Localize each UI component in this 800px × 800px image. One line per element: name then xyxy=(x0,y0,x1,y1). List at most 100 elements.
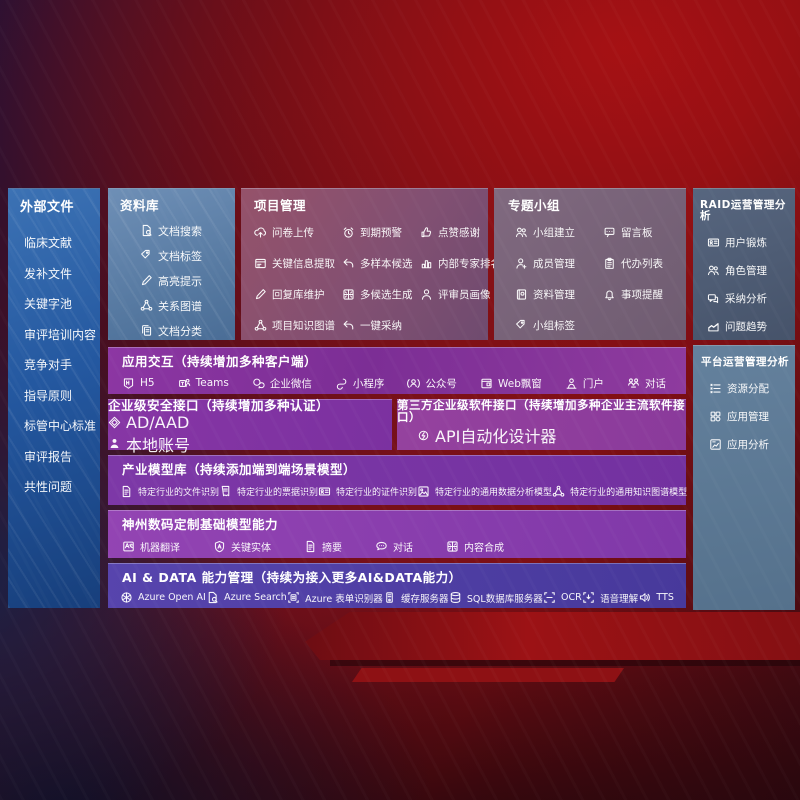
compose-icon xyxy=(447,540,458,552)
client-channel: 对话 xyxy=(627,376,666,391)
feature-label: 小组建立 xyxy=(533,226,575,239)
repository-feature: 文档搜索 xyxy=(140,223,235,239)
thumb-icon xyxy=(421,226,432,237)
feature-label: 审评培训内容 xyxy=(24,327,97,342)
user-solid-icon xyxy=(110,438,119,449)
people-icon xyxy=(707,265,719,276)
network-icon xyxy=(254,319,267,331)
project-feature: 关键信息提取 xyxy=(254,256,342,271)
tts-icon xyxy=(640,593,651,602)
feature-label: 关键字池 xyxy=(24,297,73,311)
feature-label: 高亮提示 xyxy=(158,274,202,288)
raid-feature: 采纳分析 xyxy=(707,291,795,306)
speech-icon xyxy=(583,592,594,603)
apps-icon xyxy=(710,411,721,421)
repository-feature: 高亮提示 xyxy=(140,273,235,289)
base-models-row: 神州数码定制基础模型能力 机器翻译 关键实体 摘要 对话 内容合成 xyxy=(108,510,686,558)
tag-icon xyxy=(516,319,525,328)
project-feature: 多候选生成 xyxy=(342,287,420,302)
project-feature: 内部专家排名 xyxy=(420,256,501,271)
form-icon xyxy=(288,592,299,603)
monitor-stand-highlight xyxy=(305,612,800,660)
row-title: AI & DATA 能力管理（持续为接入更多AI&DATA能力） xyxy=(122,570,462,585)
feature-label: 特定行业的票据识别 xyxy=(237,487,319,498)
external-file-item: 临床文献 xyxy=(24,234,100,251)
feature-label: 临床文献 xyxy=(24,236,73,250)
row-title: 产业模型库（持续添加端到端场景模型） xyxy=(122,462,357,477)
h5-icon xyxy=(123,377,134,389)
third-party-interface-row: 第三方企业级软件接口（持续增加多种企业主流软件接口） API自动化设计器 xyxy=(397,399,686,450)
project-feature: 点赞感谢 xyxy=(420,225,501,240)
cache-icon xyxy=(386,592,393,603)
raid-analysis-panel: RAID运营管理分析 用户锻炼 角色管理 采纳分析 问题趋势 xyxy=(693,188,795,340)
ai-data-row: AI & DATA 能力管理（持续为接入更多AI&DATA能力） Azure O… xyxy=(108,563,686,608)
feature-label: OCR xyxy=(561,592,582,603)
feature-label: H5 xyxy=(140,377,155,389)
feature-label: 用户锻炼 xyxy=(725,237,767,249)
feature-label: 到期预警 xyxy=(360,226,402,239)
person-add-icon xyxy=(516,257,527,269)
id-card-icon xyxy=(318,487,331,495)
project-feature: 多样本候选 xyxy=(342,256,420,271)
project-feature: 评审员画像 xyxy=(420,287,501,302)
portal-icon xyxy=(566,377,577,389)
rank-icon xyxy=(421,259,432,268)
feature-label: 多候选生成 xyxy=(360,288,413,301)
repository-feature: 文档标签 xyxy=(140,248,235,264)
client-channel: 企业微信 xyxy=(252,376,312,391)
raid-feature: 问题趋势 xyxy=(707,319,795,334)
external-file-item: 审评培训内容 xyxy=(24,326,100,343)
feature-label: Web飘窗 xyxy=(497,377,542,390)
group-feature: 小组建立 xyxy=(515,225,603,240)
panel-title: 专题小组 xyxy=(508,198,561,213)
feature-label: 问卷上传 xyxy=(272,226,314,239)
feature-label: 特定行业的文件识别 xyxy=(138,487,220,498)
pencil-icon xyxy=(141,275,152,286)
external-files-panel: 外部文件 临床文献 发补文件 关键字池 审评培训内容 竞争对手 指导原则 标管中心标准 审评报… xyxy=(8,188,100,608)
extract-icon xyxy=(255,258,266,268)
client-channel: Teams xyxy=(178,377,229,390)
feature-label: 机器翻译 xyxy=(140,542,180,554)
api-icon xyxy=(418,430,429,440)
doc-copy-icon xyxy=(142,325,152,336)
external-file-item: 关键字池 xyxy=(24,295,100,312)
client-channel: Web飘窗 xyxy=(480,376,542,391)
group-feature: 成员管理 xyxy=(515,256,603,271)
feature-label: 关键信息提取 xyxy=(272,257,335,270)
project-feature: 回复库维护 xyxy=(254,287,342,302)
feature-label: TTS xyxy=(656,592,674,603)
summary-icon xyxy=(122,485,131,497)
platform-feature: 应用管理 xyxy=(709,409,795,424)
project-feature: 一键采纳 xyxy=(342,318,420,333)
feature-label: 资料管理 xyxy=(533,288,575,301)
shield-d-icon xyxy=(108,416,121,428)
auth-method: 本地账号 xyxy=(108,432,392,456)
chat-icon xyxy=(376,541,387,550)
feature-label: 公众号 xyxy=(425,377,457,390)
monitor-stand-shadow xyxy=(330,660,800,666)
feature-label: 成员管理 xyxy=(533,257,575,270)
list-icon xyxy=(710,383,721,393)
feature-label: 关键实体 xyxy=(231,542,271,554)
feature-label: AD/AAD xyxy=(126,412,190,432)
ai-data-capability: TTS xyxy=(638,591,674,604)
openai-icon xyxy=(121,592,132,603)
summary-icon xyxy=(306,540,315,552)
feature-label: Teams xyxy=(195,377,229,389)
id-card-icon xyxy=(707,238,720,247)
sql-icon xyxy=(450,592,461,603)
person-icon xyxy=(421,288,432,300)
reply-icon xyxy=(343,320,354,330)
feature-label: 特定行业的通用知识图谱模型 xyxy=(570,487,688,498)
topic-groups-panel: 专题小组 小组建立 留言板 成员管理 代办列表 资料管理 事项提醒 小组标签 xyxy=(494,188,686,340)
ai-data-capability: Azure Search xyxy=(206,591,287,604)
platform-feature: 资源分配 xyxy=(709,381,795,396)
base-model-capability: 关键实体 xyxy=(213,539,271,554)
feature-label: 点赞感谢 xyxy=(438,226,480,239)
feature-label: 内容合成 xyxy=(464,542,504,554)
mini-icon xyxy=(336,378,347,390)
interface-feature: API自动化设计器 xyxy=(417,423,686,447)
cloud-up-icon xyxy=(254,226,267,238)
feature-label: 小组标签 xyxy=(533,319,575,332)
group-feature: 留言板 xyxy=(603,225,686,240)
